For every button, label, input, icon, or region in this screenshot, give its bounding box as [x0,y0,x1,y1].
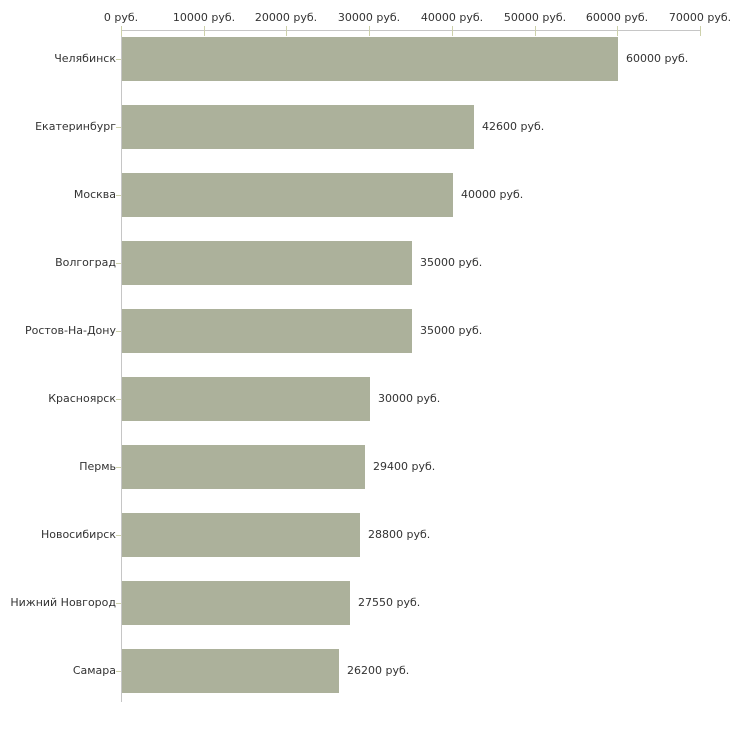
bar [122,377,370,421]
value-label: 40000 руб. [461,188,524,201]
value-label: 26200 руб. [347,664,410,677]
category-label: Волгоград [55,256,116,269]
value-label: 28800 руб. [368,528,431,541]
x-tick-label: 50000 руб. [503,11,567,24]
category-label: Красноярск [48,392,116,405]
category-label: Ростов-На-Дону [24,324,116,337]
y-tick [116,127,121,128]
x-tick [535,26,536,36]
y-tick [116,263,121,264]
bar [122,309,412,353]
bar [122,37,618,81]
value-label: 27550 руб. [358,596,421,609]
category-label: Новосибирск [40,528,116,541]
category-label: Москва [73,188,116,201]
category-label: Нижний Новгород [10,596,116,609]
x-axis-line [121,30,701,31]
y-tick [116,603,121,604]
bar [122,581,350,625]
x-tick [369,26,370,36]
x-tick [617,26,618,36]
x-tick [121,26,122,36]
bar [122,241,412,285]
y-tick [116,467,121,468]
x-tick-label: 60000 руб. [585,11,649,24]
value-label: 42600 руб. [482,120,545,133]
bar [122,173,453,217]
value-label: 29400 руб. [373,460,436,473]
y-tick [116,399,121,400]
category-label: Самара [72,664,116,677]
bar [122,445,365,489]
y-tick [116,535,121,536]
x-tick [286,26,287,36]
x-tick-label: 70000 руб. [668,11,730,24]
bar [122,513,360,557]
value-label: 35000 руб. [420,256,483,269]
x-tick-label: 0 руб. [103,11,139,24]
y-tick [116,59,121,60]
y-axis-line [121,30,122,702]
value-label: 30000 руб. [378,392,441,405]
bar [122,649,339,693]
value-label: 35000 руб. [420,324,483,337]
x-tick-label: 40000 руб. [420,11,484,24]
value-label: 60000 руб. [626,52,689,65]
bar [122,105,474,149]
x-tick [452,26,453,36]
x-tick-label: 20000 руб. [254,11,318,24]
y-tick [116,671,121,672]
x-tick [204,26,205,36]
x-tick-label: 10000 руб. [172,11,236,24]
x-tick-label: 30000 руб. [337,11,401,24]
y-tick [116,195,121,196]
category-label: Екатеринбург [35,120,116,133]
x-tick [700,26,701,36]
category-label: Пермь [79,460,116,473]
y-tick [116,331,121,332]
category-label: Челябинск [54,52,116,65]
